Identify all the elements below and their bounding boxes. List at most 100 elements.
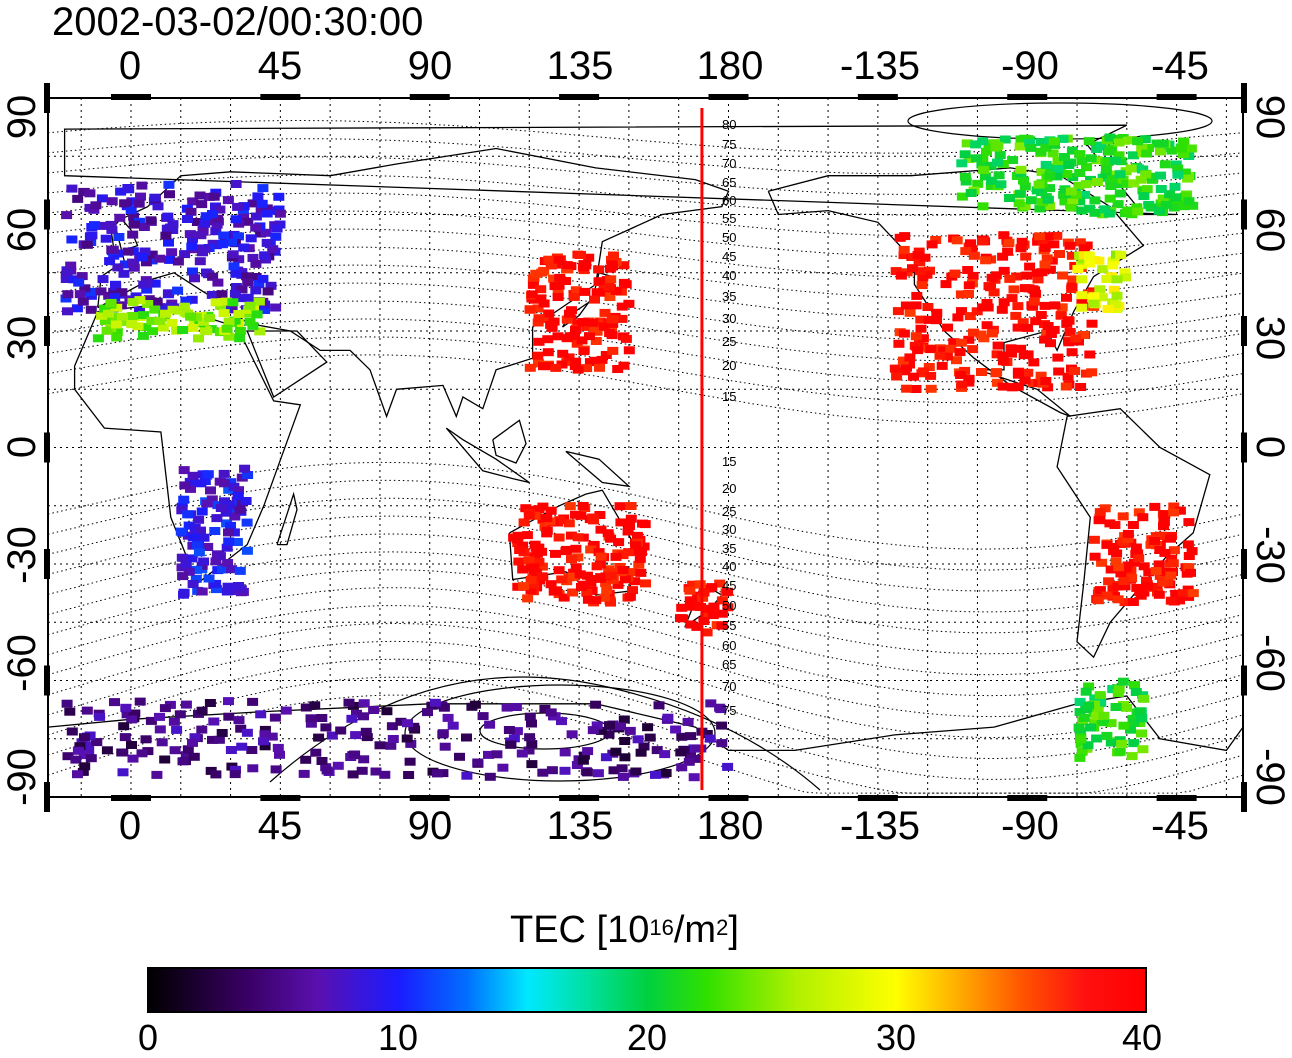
tec-cell <box>1025 196 1037 205</box>
tec-cell <box>1108 543 1120 551</box>
tec-cell <box>1078 244 1090 253</box>
tec-cell <box>1176 144 1187 153</box>
mlat-label: 45 <box>722 249 737 264</box>
tec-cell <box>596 355 608 364</box>
tec-cell <box>1096 293 1108 302</box>
tec-cell <box>223 332 235 341</box>
lat-tick-left: 90 <box>0 94 44 140</box>
colorbar-tick: 10 <box>377 1017 419 1058</box>
tec-cell <box>316 757 328 765</box>
tec-cell <box>1183 197 1195 206</box>
lat-tick-right: -30 <box>1248 526 1292 584</box>
tec-cell <box>603 282 615 291</box>
tec-cell <box>79 762 91 771</box>
tec-cell <box>1178 137 1190 146</box>
bottom-tick-bar <box>559 795 600 801</box>
top-tick-bar <box>857 94 898 100</box>
tec-cell <box>714 579 726 588</box>
lon-tick-top: 90 <box>407 44 453 88</box>
tec-cell <box>1021 271 1033 280</box>
tec-cell <box>1089 196 1101 205</box>
tec-cell <box>1059 185 1071 194</box>
tec-cell <box>574 570 586 579</box>
tec-cell <box>350 731 362 740</box>
tec-cell <box>1172 164 1184 173</box>
tec-cell <box>172 286 184 295</box>
tec-cell <box>985 182 997 190</box>
tec-cell <box>61 699 73 708</box>
tec-cell <box>977 202 989 211</box>
tec-cell <box>207 210 218 218</box>
tec-cell <box>1113 563 1125 572</box>
tec-cell <box>1099 205 1111 214</box>
mlat-contour <box>48 694 1243 794</box>
tec-cell <box>598 322 610 331</box>
tec-cell <box>526 740 538 749</box>
tec-cell <box>246 746 258 754</box>
lat-tick-left: -30 <box>0 526 44 584</box>
tec-cell <box>1086 368 1098 377</box>
tec-cell <box>1168 502 1180 511</box>
bottom-tick-bar <box>1156 795 1197 801</box>
tec-cell <box>233 582 244 590</box>
tec-cell <box>127 258 138 267</box>
tec-cell <box>197 317 209 326</box>
tec-cell <box>171 326 183 335</box>
tec-cell <box>570 510 581 519</box>
tec-cell <box>1133 554 1145 563</box>
mlat-label: 15 <box>722 389 737 404</box>
tec-cell <box>62 752 74 761</box>
tec-cell <box>72 194 84 203</box>
tec-cell <box>177 757 189 766</box>
tec-cell <box>1153 560 1165 569</box>
tec-cell <box>107 245 119 254</box>
tec-cell <box>86 231 98 240</box>
tec-cell <box>201 499 213 508</box>
tec-cell <box>198 533 210 542</box>
tec-cell <box>1069 367 1081 375</box>
tec-cell <box>238 212 250 221</box>
tec-cell <box>1168 203 1180 212</box>
tec-cell <box>116 288 128 297</box>
tec-cell <box>227 250 239 259</box>
tec-cell <box>1045 339 1056 348</box>
tec-cell <box>127 754 139 763</box>
tec-cell <box>214 552 226 561</box>
tec-cell <box>180 700 192 709</box>
tec-cell <box>966 245 978 254</box>
tec-cell <box>422 708 433 717</box>
mlat-label: 35 <box>722 541 737 556</box>
tec-cell <box>1131 583 1143 592</box>
tec-cell <box>1114 189 1126 198</box>
tec-cell <box>1112 200 1124 209</box>
tec-cell <box>1110 557 1122 566</box>
tec-cell <box>195 479 207 488</box>
tec-cell <box>90 201 102 210</box>
tec-cell <box>1083 701 1095 710</box>
tec-cell <box>683 757 695 766</box>
tec-cell <box>266 732 278 741</box>
tec-cell <box>66 727 78 736</box>
tec-cell <box>685 750 696 759</box>
tec-cell <box>1165 571 1177 580</box>
tec-cell <box>1121 179 1133 188</box>
tec-cell <box>85 287 97 296</box>
tec-cell <box>539 522 551 531</box>
tec-cell <box>136 253 148 262</box>
tec-cell <box>581 364 593 373</box>
tec-cell <box>176 553 188 562</box>
tec-cell <box>553 255 565 264</box>
tec-cell <box>591 288 603 297</box>
tec-cell <box>1118 721 1130 730</box>
tec-cell <box>128 212 140 221</box>
tec-cell <box>183 567 195 576</box>
tec-cell <box>221 587 233 596</box>
tec-cell <box>898 245 910 254</box>
coastline-segment <box>492 419 527 464</box>
left-tick-bar <box>44 316 50 346</box>
tec-cell <box>536 547 548 556</box>
tec-cell <box>64 707 76 716</box>
tec-cell <box>1100 171 1112 180</box>
tec-cell <box>234 505 246 514</box>
